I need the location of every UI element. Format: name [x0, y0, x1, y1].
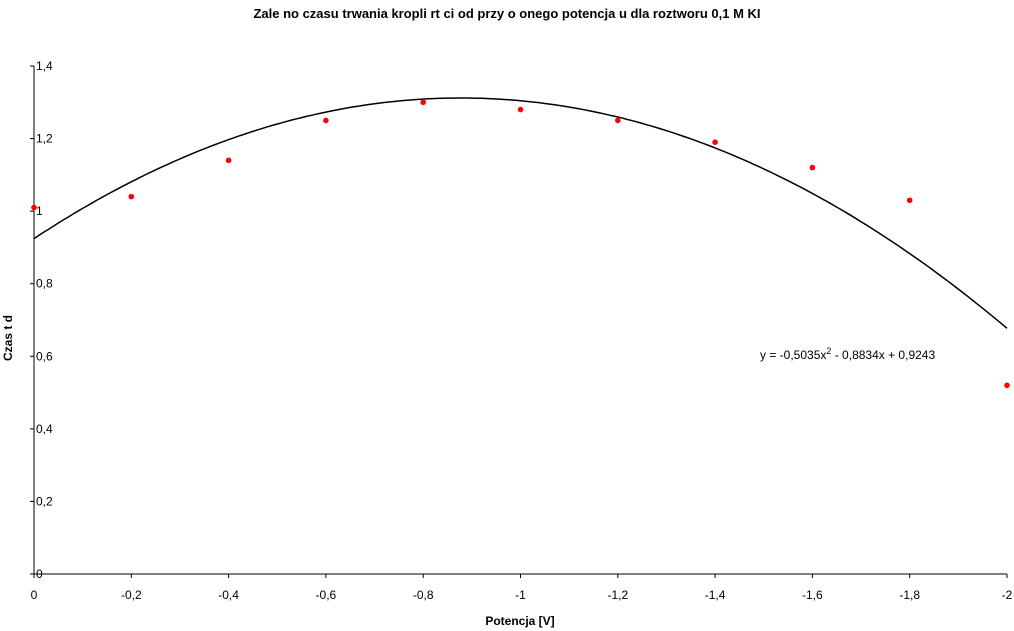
- x-tick-label: -2: [1002, 588, 1013, 602]
- data-point: [517, 106, 524, 113]
- data-point: [1004, 382, 1010, 389]
- axes: [33, 66, 1007, 575]
- x-tick-label: -0,8: [413, 588, 434, 602]
- trendline-curve: [33, 97, 1008, 329]
- equation-prefix: y = -0,5035x: [760, 348, 826, 362]
- x-axis-ticks: 0 -0,2 -0,4 -0,6 -0,8 -1 -1,2 -1,4 -1,6 -1,8 -2: [31, 574, 1013, 602]
- data-point: [906, 197, 913, 204]
- x-tick-label: -0,6: [316, 588, 337, 602]
- equation-suffix: - 0,8834x + 0,9243: [831, 348, 935, 362]
- data-point: [225, 157, 232, 164]
- x-tick-label: -0,2: [121, 588, 142, 602]
- y-tick-label: 0,8: [36, 277, 53, 291]
- x-tick-label: -1,8: [899, 588, 920, 602]
- chart-title: Zale no czasu trwania kropli rt ci od pr…: [253, 6, 761, 21]
- x-tick-label: -0,4: [218, 588, 239, 602]
- y-tick-label: 1,4: [36, 59, 53, 73]
- equation-exponent: 2: [826, 346, 831, 356]
- trendline-equation: y = -0,5035x2 - 0,8834x + 0,9243: [760, 346, 935, 362]
- x-tick-label: 0: [31, 588, 38, 602]
- x-tick-label: -1,4: [705, 588, 726, 602]
- data-point: [323, 117, 329, 124]
- y-tick-label: 0: [36, 567, 43, 581]
- data-point: [809, 164, 816, 171]
- y-tick-label: 0,6: [36, 349, 53, 363]
- y-tick-label: 1,2: [36, 132, 53, 146]
- y-tick-label: 1: [36, 204, 43, 218]
- y-axis-title: Czas t d: [1, 315, 15, 361]
- y-tick-label: 0,4: [36, 422, 53, 436]
- data-point: [128, 193, 135, 200]
- data-point: [420, 99, 427, 106]
- x-tick-label: -1: [515, 588, 526, 602]
- x-axis-title: Potencja [V]: [485, 614, 554, 628]
- y-axis-ticks: 0 0,2 0,4 0,6 0,8 1 1,2 1,4: [30, 59, 53, 581]
- x-tick-label: -1,2: [607, 588, 628, 602]
- data-point: [712, 139, 718, 145]
- data-point: [31, 204, 37, 211]
- y-tick-label: 0,2: [36, 494, 53, 508]
- x-tick-label: -1,6: [802, 588, 823, 602]
- data-points: [31, 99, 1010, 389]
- data-point: [615, 117, 621, 124]
